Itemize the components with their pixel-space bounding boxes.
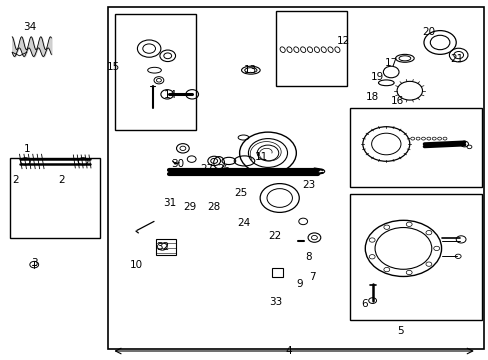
Text: 2: 2	[12, 175, 19, 185]
Bar	[349, 108, 481, 187]
Text: 15: 15	[107, 62, 121, 72]
Text: 29: 29	[183, 202, 196, 212]
Text: 19: 19	[370, 72, 384, 82]
Bar	[272, 268, 283, 277]
Text: 8: 8	[304, 252, 311, 262]
Bar	[107, 7, 483, 349]
Text: 30: 30	[171, 159, 183, 169]
Text: 5: 5	[397, 326, 404, 336]
Text: 11: 11	[254, 152, 268, 162]
Text: 33: 33	[268, 297, 282, 307]
Text: 22: 22	[268, 231, 282, 241]
Text: 34: 34	[22, 22, 36, 32]
Bar	[115, 14, 195, 130]
Bar	[276, 11, 346, 86]
Text: 3: 3	[31, 258, 38, 268]
Text: 23: 23	[302, 180, 315, 190]
Text: 25: 25	[233, 188, 247, 198]
Text: 13: 13	[244, 65, 257, 75]
Text: 1: 1	[23, 144, 30, 154]
Bar	[349, 194, 481, 320]
Text: 12: 12	[336, 36, 350, 46]
Text: 18: 18	[365, 92, 379, 102]
Text: 31: 31	[163, 198, 177, 208]
Text: 17: 17	[384, 58, 397, 68]
Bar	[155, 239, 176, 255]
Text: 6: 6	[360, 299, 367, 309]
Text: 27: 27	[200, 164, 213, 174]
Text: 10: 10	[129, 260, 142, 270]
Text: 4: 4	[285, 346, 291, 356]
Text: 16: 16	[389, 96, 403, 106]
Text: 14: 14	[163, 90, 177, 100]
Text: 32: 32	[156, 242, 169, 252]
Text: 7: 7	[308, 272, 315, 282]
Text: 9: 9	[295, 279, 302, 289]
Text: 28: 28	[207, 202, 221, 212]
Text: 26: 26	[217, 164, 230, 174]
Text: 24: 24	[236, 218, 250, 228]
Bar	[10, 158, 100, 238]
Text: 2: 2	[58, 175, 64, 185]
Text: 21: 21	[449, 54, 463, 64]
Text: 20: 20	[422, 27, 434, 37]
